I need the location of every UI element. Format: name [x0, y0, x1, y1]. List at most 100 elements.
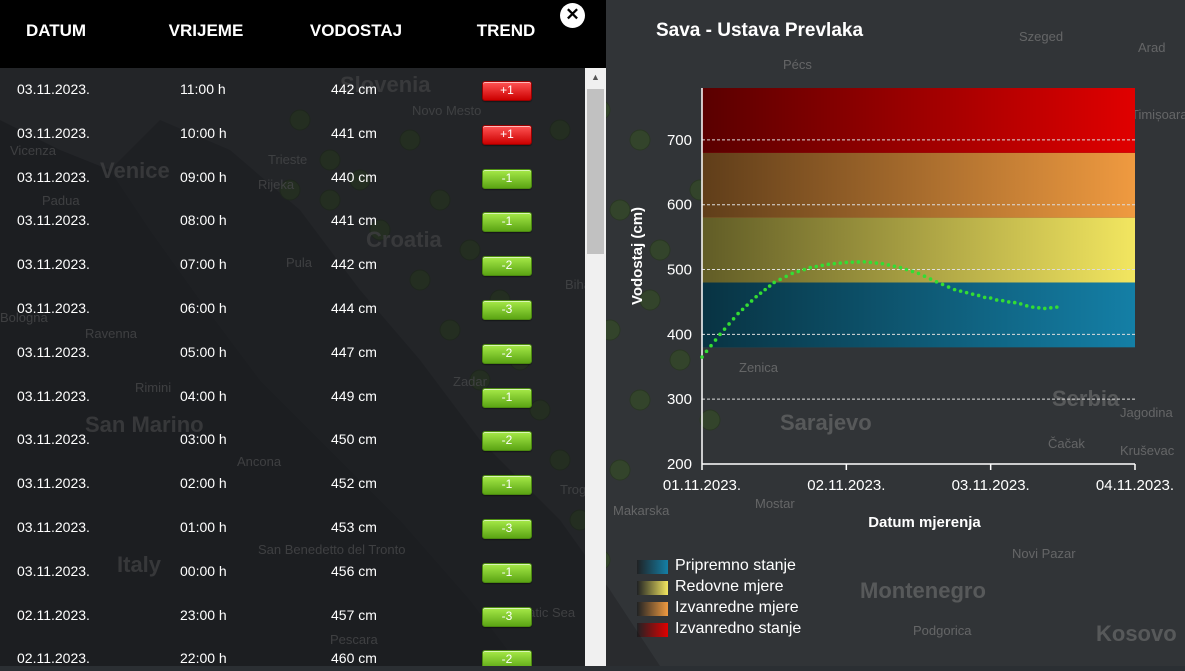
trend-badge-falling: -1 [482, 212, 532, 233]
column-header-level[interactable]: VODOSTAJ [309, 21, 403, 40]
series-point [988, 296, 993, 300]
map-place-label: Kruševac [1120, 443, 1175, 458]
date-cell: 03.11.2023. [17, 168, 90, 185]
level-cell: 447 cm [331, 343, 377, 360]
table-row[interactable]: 03.11.2023. 01:00 h 453 cm -3 [0, 506, 585, 550]
series-point [736, 311, 740, 316]
date-cell: 03.11.2023. [17, 431, 90, 448]
date-cell: 02.11.2023. [17, 606, 90, 623]
time-cell: 10:00 h [180, 124, 227, 141]
trend-badge-falling: -1 [482, 562, 532, 583]
water-level-chart: 200 300 400 500 600 700 01.11.2023. 02.11.2023.… [629, 88, 1174, 531]
trend-badge-falling: -1 [482, 387, 532, 408]
series-point [740, 307, 745, 312]
series-point [832, 261, 837, 266]
date-cell: 03.11.2023. [17, 387, 90, 404]
series-point [820, 263, 825, 268]
level-cell: 450 cm [331, 431, 377, 448]
table-row[interactable]: 03.11.2023. 05:00 h 447 cm -2 [0, 331, 585, 375]
series-point [727, 322, 731, 326]
level-cell: 453 cm [331, 519, 377, 535]
table-row[interactable]: 02.11.2023. 23:00 h 457 cm -3 [0, 594, 585, 638]
series-point [778, 277, 782, 282]
map-place-label: Arad [1138, 40, 1166, 55]
table-body[interactable]: 03.11.2023. 11:00 h 442 cm +1 03.11.2023. 10:… [0, 68, 585, 666]
column-header-time[interactable]: VRIJEME [168, 21, 244, 40]
map-place-label: Jagodina [1120, 405, 1173, 420]
table-row[interactable]: 03.11.2023. 03:00 h 450 cm -2 [0, 418, 585, 462]
level-cell: 456 cm [331, 562, 377, 579]
table-row[interactable]: 03.11.2023. 11:00 h 442 cm +1 [0, 68, 585, 112]
table-scrollbar[interactable]: ▲ [585, 68, 606, 666]
series-point [964, 290, 969, 295]
level-cell: 444 cm [331, 300, 377, 316]
trend-badge-falling: -2 [482, 431, 532, 452]
trend-badge-falling: -2 [482, 343, 532, 364]
y-tick-label: 300 [667, 391, 692, 408]
table-row[interactable]: 03.11.2023. 08:00 h 441 cm -1 [0, 199, 585, 243]
legend-label: Izvanredne mjere [675, 599, 799, 616]
scroll-up-arrow-icon[interactable]: ▲ [591, 72, 600, 82]
series-point [1030, 305, 1035, 309]
map-place-label: Mostar [755, 496, 795, 511]
series-point [922, 274, 927, 279]
table-row[interactable]: 03.11.2023. 07:00 h 442 cm -2 [0, 243, 585, 287]
series-point [1018, 302, 1023, 306]
date-cell: 03.11.2023. [17, 124, 90, 141]
series-point [1006, 300, 1011, 304]
time-cell: 02:00 h [180, 475, 227, 492]
map-tree-marker [649, 239, 671, 261]
map-place-label: Serbia [1052, 386, 1120, 411]
table-row[interactable]: 03.11.2023. 00:00 h 456 cm -1 [0, 550, 585, 594]
map-tree-marker [669, 349, 691, 371]
series-point [1012, 300, 1017, 305]
table-row[interactable]: 03.11.2023. 04:00 h 449 cm -1 [0, 375, 585, 419]
water-level-table-panel: DATUM VRIJEME VODOSTAJ TREND 03.11.2023.… [0, 0, 606, 666]
scrollbar-thumb[interactable] [587, 89, 604, 254]
series-point [838, 261, 843, 265]
series-point [1049, 305, 1053, 310]
level-cell: 441 cm [331, 212, 377, 229]
chart-title: Sava - Ustava Prevlaka [656, 20, 864, 41]
x-tick-label: 01.11.2023. [663, 477, 741, 494]
series-point [994, 298, 999, 302]
column-header-date[interactable]: DATUM [25, 21, 87, 40]
series-point [713, 338, 718, 342]
level-cell: 449 cm [331, 387, 377, 404]
table-row[interactable]: 03.11.2023. 02:00 h 452 cm -1 [0, 462, 585, 506]
table-row[interactable]: 03.11.2023. 09:00 h 440 cm -1 [0, 156, 585, 200]
y-axis-label: Vodostaj (cm) [629, 207, 646, 305]
map-tree-marker [629, 129, 651, 151]
map-place-label: Kosovo [1096, 621, 1177, 646]
column-header-trend[interactable]: TREND [476, 21, 536, 40]
threshold-band-shade [702, 88, 1135, 153]
close-button[interactable]: ✕ [560, 3, 585, 28]
series-point [745, 303, 749, 307]
level-cell: 460 cm [331, 650, 377, 666]
series-point [1055, 305, 1059, 309]
table-row[interactable]: 02.11.2023. 22:00 h 460 cm -2 [0, 637, 585, 666]
series-point [709, 343, 713, 348]
map-place-label: Makarska [613, 503, 670, 518]
level-cell: 441 cm [331, 124, 377, 141]
legend-swatch [637, 560, 668, 574]
series-point [892, 264, 897, 269]
chart-panel: 200 300 400 500 600 700 01.11.2023. 02.11.2023.… [606, 0, 1185, 666]
level-cell: 440 cm [331, 168, 377, 185]
series-point [763, 287, 767, 292]
series-point [844, 260, 849, 265]
date-cell: 03.11.2023. [17, 562, 90, 579]
map-place-label: Szeged [1019, 29, 1064, 44]
series-point [808, 265, 813, 270]
legend-swatch [637, 623, 668, 637]
table-row[interactable]: 03.11.2023. 06:00 h 444 cm -3 [0, 287, 585, 331]
legend-label: Pripremno stanje [675, 557, 796, 574]
series-point [958, 289, 963, 293]
trend-badge-falling: -2 [482, 256, 532, 277]
series-point [814, 264, 819, 269]
time-cell: 04:00 h [180, 387, 227, 404]
series-point [700, 355, 704, 359]
table-row[interactable]: 03.11.2023. 10:00 h 441 cm +1 [0, 112, 585, 156]
series-point [934, 280, 939, 284]
map-place-label: Timișoara [1131, 107, 1185, 122]
